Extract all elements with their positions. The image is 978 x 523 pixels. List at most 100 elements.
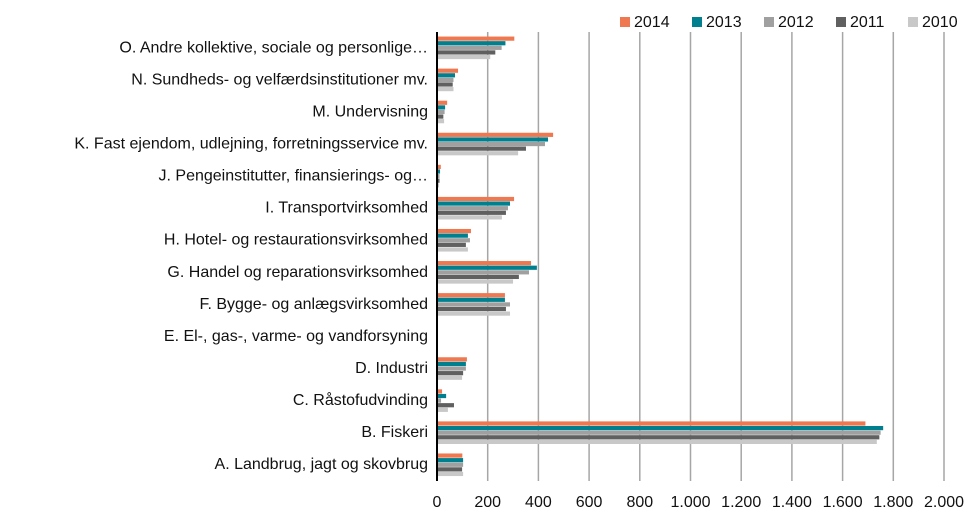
legend-swatch — [692, 17, 702, 27]
x-tick-label: 1.800 — [873, 494, 913, 511]
bar — [437, 183, 440, 188]
legend-swatch — [908, 17, 918, 27]
legend-swatch — [836, 17, 846, 27]
bar — [437, 141, 545, 147]
bar — [437, 261, 532, 266]
bar — [437, 82, 453, 87]
x-tick-label: 600 — [576, 494, 603, 511]
x-tick-label: 800 — [626, 494, 653, 511]
legend-label: 2011 — [850, 14, 885, 31]
bar — [437, 421, 866, 426]
bar — [437, 357, 467, 362]
bar — [437, 206, 508, 211]
bar — [437, 228, 471, 234]
bar — [437, 435, 880, 440]
x-tick-label: 1.400 — [772, 494, 812, 511]
bar — [437, 279, 514, 284]
bar — [437, 132, 554, 137]
legend-swatch — [764, 17, 774, 27]
x-tick-label: 2.000 — [924, 494, 964, 511]
bar — [437, 41, 506, 46]
bar — [437, 458, 464, 463]
bar — [437, 233, 468, 238]
y-tick-label: D. Industri — [355, 360, 428, 377]
bar — [437, 462, 464, 467]
legend-label: 2012 — [778, 14, 814, 31]
bar — [437, 73, 455, 78]
bar — [437, 375, 463, 380]
bar — [437, 196, 515, 202]
bar — [437, 77, 454, 83]
bar — [437, 398, 442, 403]
bar — [437, 114, 444, 119]
bar — [437, 453, 463, 458]
y-tick-label: O. Andre kollektive, sociale og personli… — [119, 39, 428, 56]
y-tick-label: G. Handel og reparationsvirksomhed — [167, 264, 428, 281]
bar — [437, 270, 530, 275]
x-tick-label: 1.200 — [721, 494, 761, 511]
bar — [437, 425, 884, 431]
legend-label: 2010 — [922, 14, 958, 31]
bar — [437, 137, 549, 142]
x-tick-label: 1.600 — [823, 494, 863, 511]
bar — [437, 430, 881, 435]
bar — [437, 151, 519, 156]
legend-label: 2014 — [634, 14, 670, 31]
bar — [437, 100, 448, 105]
y-tick-label: I. Transportvirksomhed — [265, 200, 428, 217]
bar — [437, 297, 505, 302]
bar — [437, 471, 464, 477]
bar — [437, 274, 519, 280]
bar — [437, 174, 440, 179]
bar — [437, 45, 502, 50]
bar — [437, 361, 466, 367]
bar — [437, 215, 502, 220]
y-tick-label: H. Hotel- og restaurationsvirksomhed — [164, 232, 428, 249]
y-tick-label: C. Råstofudvinding — [293, 391, 428, 409]
y-tick-label: N. Sundheds- og velfærdsinstitutioner mv… — [131, 71, 428, 88]
bar — [437, 306, 506, 312]
legend-swatch — [620, 17, 630, 27]
y-tick-label: B. Fiskeri — [361, 424, 428, 441]
bar — [437, 201, 511, 206]
bar — [437, 109, 445, 115]
y-tick-label: E. El-, gas-, varme- og vandforsyning — [164, 328, 428, 345]
y-tick-label: F. Bygge- og anlægsvirksomhed — [199, 296, 428, 313]
bar — [437, 242, 466, 247]
bar — [437, 146, 526, 151]
x-tick-label: 0 — [433, 494, 442, 511]
bar — [437, 68, 459, 73]
y-tick-label: A. Landbrug, jagt og skovbrug — [215, 456, 428, 473]
y-tick-label: M. Undervisning — [312, 103, 428, 120]
bar — [437, 210, 506, 215]
bar — [437, 247, 468, 252]
legend-label: 2013 — [706, 14, 742, 31]
bar — [437, 371, 464, 376]
bar — [437, 50, 496, 55]
bar — [437, 302, 511, 307]
bar — [437, 87, 454, 92]
bar — [437, 178, 440, 183]
bar — [437, 403, 454, 408]
bar — [437, 439, 877, 444]
bar — [437, 119, 445, 124]
bar — [437, 54, 491, 60]
bar — [437, 238, 470, 243]
bar — [437, 407, 448, 412]
x-tick-label: 400 — [525, 494, 552, 511]
bar — [437, 311, 511, 316]
bar — [437, 389, 443, 394]
bar — [437, 36, 515, 41]
bar — [437, 169, 441, 174]
x-tick-label: 1.000 — [670, 494, 710, 511]
bar — [437, 293, 505, 298]
bar — [437, 366, 466, 371]
y-tick-label: K. Fast ejendom, udlejning, forretningss… — [74, 135, 428, 152]
bar — [437, 467, 463, 472]
bar — [437, 265, 537, 270]
bar — [437, 105, 446, 110]
bar — [437, 393, 447, 399]
bar — [437, 164, 441, 170]
x-tick-label: 200 — [474, 494, 501, 511]
